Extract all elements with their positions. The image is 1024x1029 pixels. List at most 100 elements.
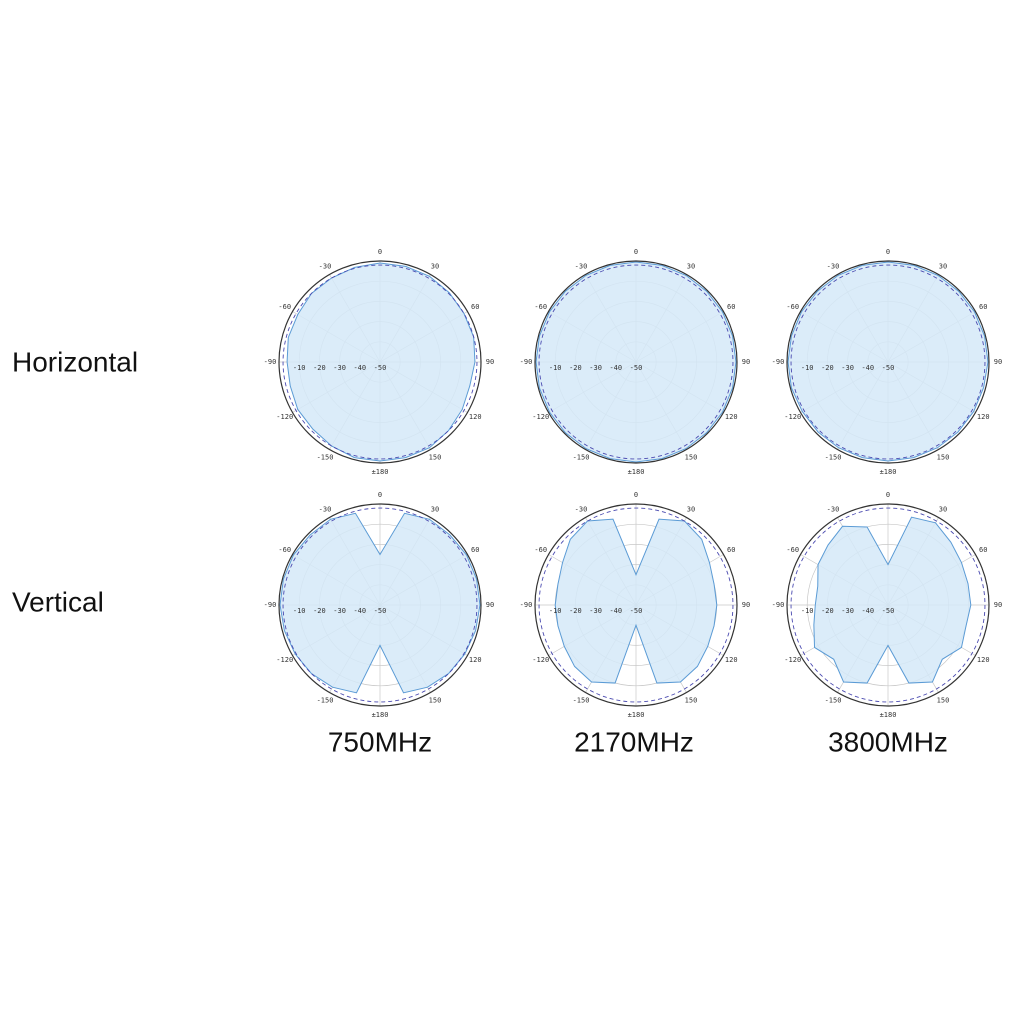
angle-label: -90 (520, 358, 533, 366)
radial-label: -40 (861, 364, 874, 372)
angle-label: -30 (827, 506, 840, 514)
angle-label: -60 (534, 546, 547, 554)
radial-label: -10 (801, 607, 814, 615)
angle-label: 0 (886, 491, 890, 499)
angle-label: 90 (742, 358, 750, 366)
radial-label: -50 (882, 364, 895, 372)
angle-label: 90 (486, 358, 494, 366)
radial-label: -50 (630, 607, 643, 615)
angle-label: -60 (278, 303, 291, 311)
angle-label: 120 (977, 413, 990, 421)
radial-label: -30 (841, 364, 854, 372)
radial-label: -20 (569, 607, 582, 615)
reference-ring (790, 264, 986, 460)
polar-chart: 0 30 60 90 120 150 ±180 -150 -120 -90 -60 -30 -50 -40… (520, 248, 751, 476)
angle-label: ±180 (628, 711, 645, 719)
angle-label: 150 (429, 453, 442, 461)
radial-label: -40 (353, 607, 366, 615)
angle-label: 90 (486, 601, 494, 609)
angle-label: -150 (573, 453, 590, 461)
angle-label: 60 (727, 546, 735, 554)
pattern-area (787, 261, 989, 462)
angle-label: -30 (319, 506, 332, 514)
outer-ring (278, 503, 482, 707)
angle-label: -30 (575, 263, 588, 271)
angle-label: 0 (634, 248, 638, 256)
angle-label: ±180 (372, 711, 389, 719)
angle-label: 30 (431, 263, 439, 271)
angle-label: -150 (825, 696, 842, 704)
radial-label: -40 (861, 607, 874, 615)
reference-ring (282, 264, 478, 460)
angle-label: 60 (471, 546, 479, 554)
angle-label: -90 (264, 601, 277, 609)
angle-label: -60 (786, 303, 799, 311)
pattern-area (554, 518, 718, 684)
angle-label: 120 (469, 413, 482, 421)
angle-label: 30 (431, 506, 439, 514)
radial-label: -30 (589, 364, 602, 372)
angle-label: 30 (939, 263, 947, 271)
angle-label: ±180 (880, 711, 897, 719)
row-label: Vertical (12, 586, 104, 617)
row-label: Horizontal (12, 346, 138, 377)
angle-label: -120 (276, 413, 293, 421)
angle-label: -150 (317, 453, 334, 461)
angle-label: 0 (378, 491, 382, 499)
pattern-area (813, 516, 972, 684)
angle-label: 60 (727, 303, 735, 311)
angle-label: 30 (687, 263, 695, 271)
radial-label: -10 (293, 607, 306, 615)
outer-ring (534, 503, 738, 707)
angle-label: 120 (725, 413, 738, 421)
angle-label: -90 (520, 601, 533, 609)
radial-label: -40 (609, 364, 622, 372)
pattern-area (279, 512, 481, 694)
angle-label: -30 (319, 263, 332, 271)
radial-label: -10 (801, 364, 814, 372)
angle-label: 30 (939, 506, 947, 514)
radial-label: -30 (333, 364, 346, 372)
radial-label: -50 (882, 607, 895, 615)
polar-chart: 0 30 60 90 120 150 ±180 -150 -120 -90 -60 -30 -50 -40… (264, 491, 495, 719)
polar-chart: 0 30 60 90 120 150 ±180 -150 -120 -90 -60 -30 -50 -40… (772, 248, 1003, 476)
angle-label: 120 (977, 656, 990, 664)
radial-label: -10 (549, 607, 562, 615)
angle-label: -150 (317, 696, 334, 704)
outer-ring (278, 260, 482, 464)
radial-label: -40 (353, 364, 366, 372)
reference-ring (538, 264, 734, 460)
angle-label: ±180 (628, 468, 645, 476)
angle-label: -120 (532, 413, 549, 421)
angle-label: -120 (532, 656, 549, 664)
outer-ring (786, 260, 990, 464)
angle-label: 150 (685, 453, 698, 461)
angle-label: 150 (937, 453, 950, 461)
polar-chart: 0 30 60 90 120 150 ±180 -150 -120 -90 -60 -30 -50 -40… (264, 248, 495, 476)
angle-label: 0 (886, 248, 890, 256)
radial-label: -50 (374, 607, 387, 615)
angle-label: 30 (687, 506, 695, 514)
angle-label: -120 (276, 656, 293, 664)
radial-label: -30 (333, 607, 346, 615)
radial-label: -20 (821, 607, 834, 615)
radial-label: -30 (589, 607, 602, 615)
angle-label: -120 (784, 413, 801, 421)
pattern-area (535, 261, 737, 463)
angle-label: ±180 (880, 468, 897, 476)
reference-ring (538, 507, 734, 703)
angle-label: 90 (994, 601, 1002, 609)
angle-label: -30 (827, 263, 840, 271)
column-label: 2170MHz (574, 726, 694, 757)
polar-chart: 0 30 60 90 120 150 ±180 -150 -120 -90 -60 -30 -50 -40… (772, 491, 1003, 719)
radial-label: -10 (293, 364, 306, 372)
angle-label: 60 (471, 303, 479, 311)
radial-label: -20 (313, 607, 326, 615)
angle-label: -60 (278, 546, 291, 554)
radial-label: -50 (374, 364, 387, 372)
angle-label: 0 (634, 491, 638, 499)
angle-label: -90 (264, 358, 277, 366)
angle-label: ±180 (372, 468, 389, 476)
angle-label: 150 (937, 696, 950, 704)
